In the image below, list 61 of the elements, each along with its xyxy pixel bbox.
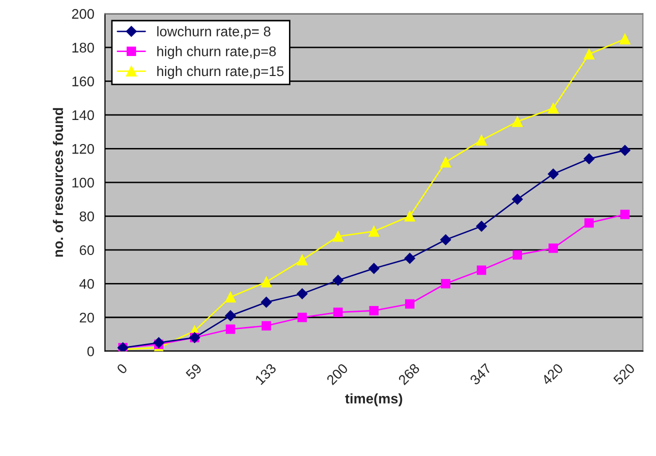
point (440, 156, 452, 168)
legend-label: high churn rate,p=15 (157, 66, 284, 79)
y-axis-title: no. of resources found (52, 108, 64, 257)
y-tick-label: 100 (72, 178, 94, 188)
point (153, 337, 164, 348)
point (512, 194, 523, 205)
point (260, 296, 272, 308)
x-tick-label: 520 (612, 362, 636, 386)
y-tick-label: 40 (79, 278, 94, 289)
point (369, 306, 379, 316)
point (260, 276, 272, 288)
point (620, 34, 630, 44)
point (296, 288, 308, 300)
point (368, 263, 380, 274)
point (476, 134, 487, 146)
x-tick-label: 59 (185, 362, 202, 380)
point (512, 116, 523, 128)
point (476, 220, 487, 232)
point (226, 324, 236, 334)
point (548, 168, 559, 180)
legend-label: lowchurn rate,p= 8 (157, 26, 270, 40)
point (620, 210, 630, 220)
y-tick-label: 120 (72, 144, 94, 154)
y-tick-label: 200 (72, 9, 94, 19)
point (333, 308, 343, 317)
point (296, 254, 308, 266)
point (298, 312, 307, 322)
x-axis-title: time(ms) (345, 393, 402, 406)
x-tick-label: 347 (469, 362, 492, 386)
point (584, 218, 594, 228)
point (262, 321, 272, 330)
y-tick-label: 60 (80, 245, 94, 256)
y-tick-label: 20 (80, 312, 94, 323)
point (440, 234, 452, 246)
point (332, 231, 344, 242)
point (404, 252, 416, 264)
y-tick-label: 180 (72, 42, 94, 53)
point (548, 244, 558, 253)
point (620, 144, 630, 156)
point (440, 278, 450, 288)
point (404, 210, 416, 222)
point (512, 250, 522, 260)
legend-label: high churn rate,p=8 (157, 46, 276, 60)
y-tick-label: 160 (72, 76, 94, 86)
point (332, 274, 344, 286)
y-tick-label: 0 (87, 346, 94, 356)
point (405, 299, 414, 309)
x-tick-label: 420 (540, 362, 564, 386)
point (225, 292, 236, 303)
point (476, 265, 486, 275)
point (584, 153, 595, 164)
point (584, 48, 594, 60)
point (548, 102, 559, 114)
x-tick-label: 0 (116, 362, 128, 375)
y-tick-label: 80 (80, 211, 94, 222)
y-tick-label: 140 (72, 110, 94, 120)
x-tick-label: 133 (254, 362, 277, 386)
x-tick-label: 268 (398, 362, 420, 386)
x-tick-label: 200 (326, 362, 349, 386)
point (225, 310, 236, 322)
point (368, 226, 380, 237)
